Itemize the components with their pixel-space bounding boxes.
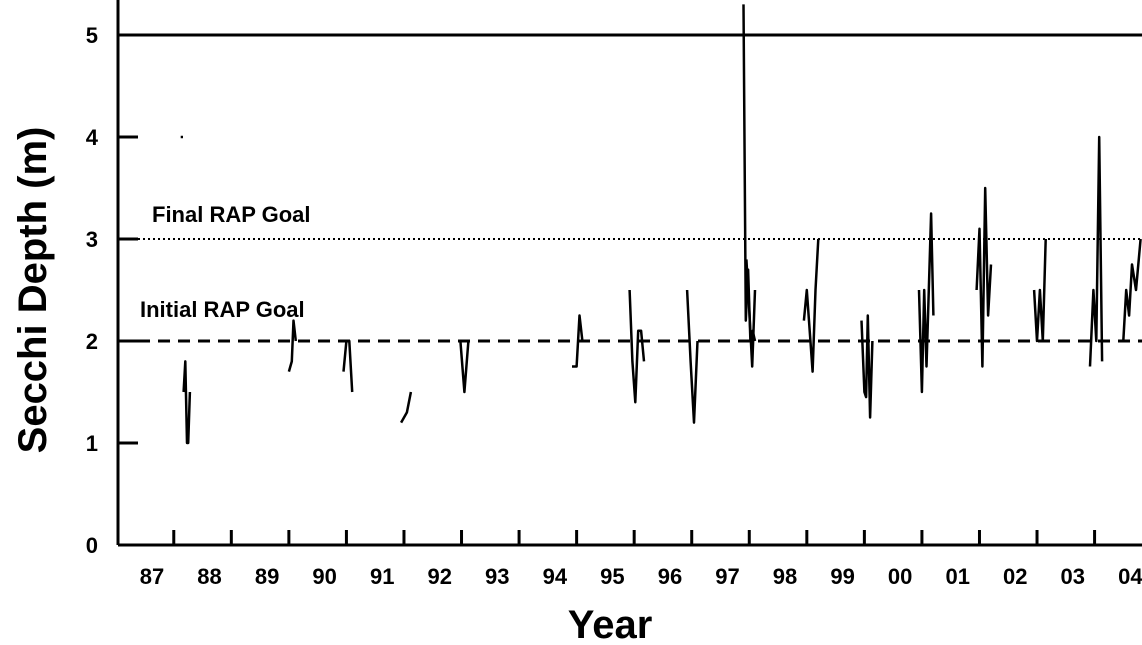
x-tick-label-04: 04 <box>1118 564 1142 589</box>
x-tick-label-96: 96 <box>658 564 682 589</box>
y-tick-label-5: 5 <box>86 23 98 48</box>
x-tick-label-00: 00 <box>888 564 912 589</box>
series-segment-6 <box>572 314 584 368</box>
x-tick-label-95: 95 <box>600 564 624 589</box>
x-tick-label-92: 92 <box>428 564 452 589</box>
series-segment-1 <box>182 360 192 445</box>
series-segment-15 <box>1032 238 1047 343</box>
series-layer <box>180 4 1142 445</box>
series-segment-14 <box>975 186 993 368</box>
y-tick-label-4: 4 <box>86 125 99 150</box>
series-segment-7 <box>628 289 646 404</box>
x-tick-label-91: 91 <box>370 564 394 589</box>
y-tick-label-2: 2 <box>86 329 98 354</box>
series-segment-8 <box>685 289 699 424</box>
x-tick-label-03: 03 <box>1061 564 1085 589</box>
x-tick-label-87: 87 <box>140 564 164 589</box>
x-tick-label-93: 93 <box>485 564 509 589</box>
series-segment-11 <box>802 238 820 373</box>
x-tick-label-89: 89 <box>255 564 279 589</box>
y-tick-label-3: 3 <box>86 227 98 252</box>
y-tick-label-0: 0 <box>86 533 98 558</box>
x-tick-label-94: 94 <box>543 564 568 589</box>
x-tick-label-90: 90 <box>312 564 336 589</box>
series-segment-4 <box>400 391 413 424</box>
x-tick-label-88: 88 <box>197 564 221 589</box>
reference-lines <box>118 238 1142 343</box>
x-tick-label-02: 02 <box>1003 564 1027 589</box>
y-axis-title: Secchi Depth (m) <box>11 127 55 454</box>
series-segment-17 <box>1122 238 1142 342</box>
series-segment-13 <box>917 212 935 394</box>
x-tick-label-97: 97 <box>715 564 739 589</box>
x-axis-title: Year <box>568 603 653 645</box>
series-segment-10 <box>745 259 757 368</box>
series-segment-16 <box>1088 135 1104 367</box>
x-tick-label-99: 99 <box>830 564 854 589</box>
series-segment-3 <box>342 339 354 393</box>
series-segment-5 <box>459 340 470 394</box>
x-tick-label-01: 01 <box>945 564 969 589</box>
series-segment-2 <box>287 319 298 372</box>
series-segment-12 <box>860 314 874 419</box>
y-tick-label-1: 1 <box>86 431 98 456</box>
initial-rap-goal-label: Initial RAP Goal <box>140 297 305 322</box>
final-rap-goal-label: Final RAP Goal <box>152 202 311 227</box>
x-tick-label-98: 98 <box>773 564 797 589</box>
